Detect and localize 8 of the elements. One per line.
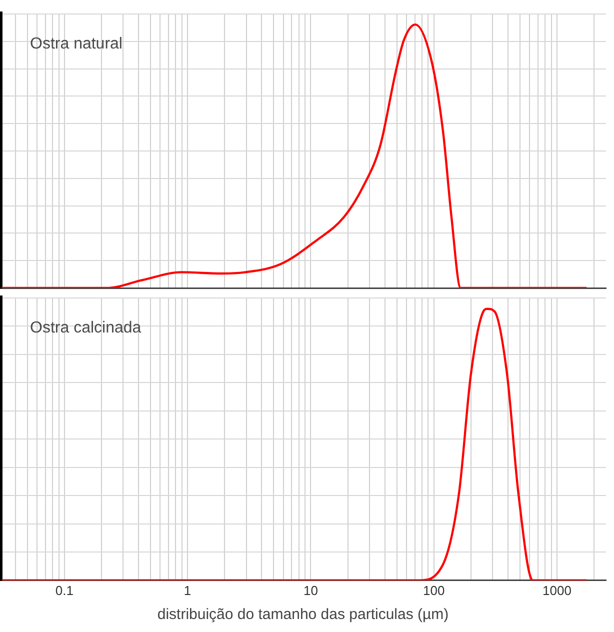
x-tick-label: 1000: [542, 582, 572, 598]
x-tick-label: 1: [184, 582, 192, 598]
x-tick-label: 10: [303, 582, 318, 598]
x-tick-label: 100: [422, 582, 445, 598]
annotation: Ostra natural: [30, 35, 122, 52]
x-tick-label: 0.1: [55, 582, 74, 598]
annotation: Ostra calcinada: [30, 319, 142, 336]
x-axis-title: distribuição do tamanho das particulas (µm): [157, 606, 449, 624]
